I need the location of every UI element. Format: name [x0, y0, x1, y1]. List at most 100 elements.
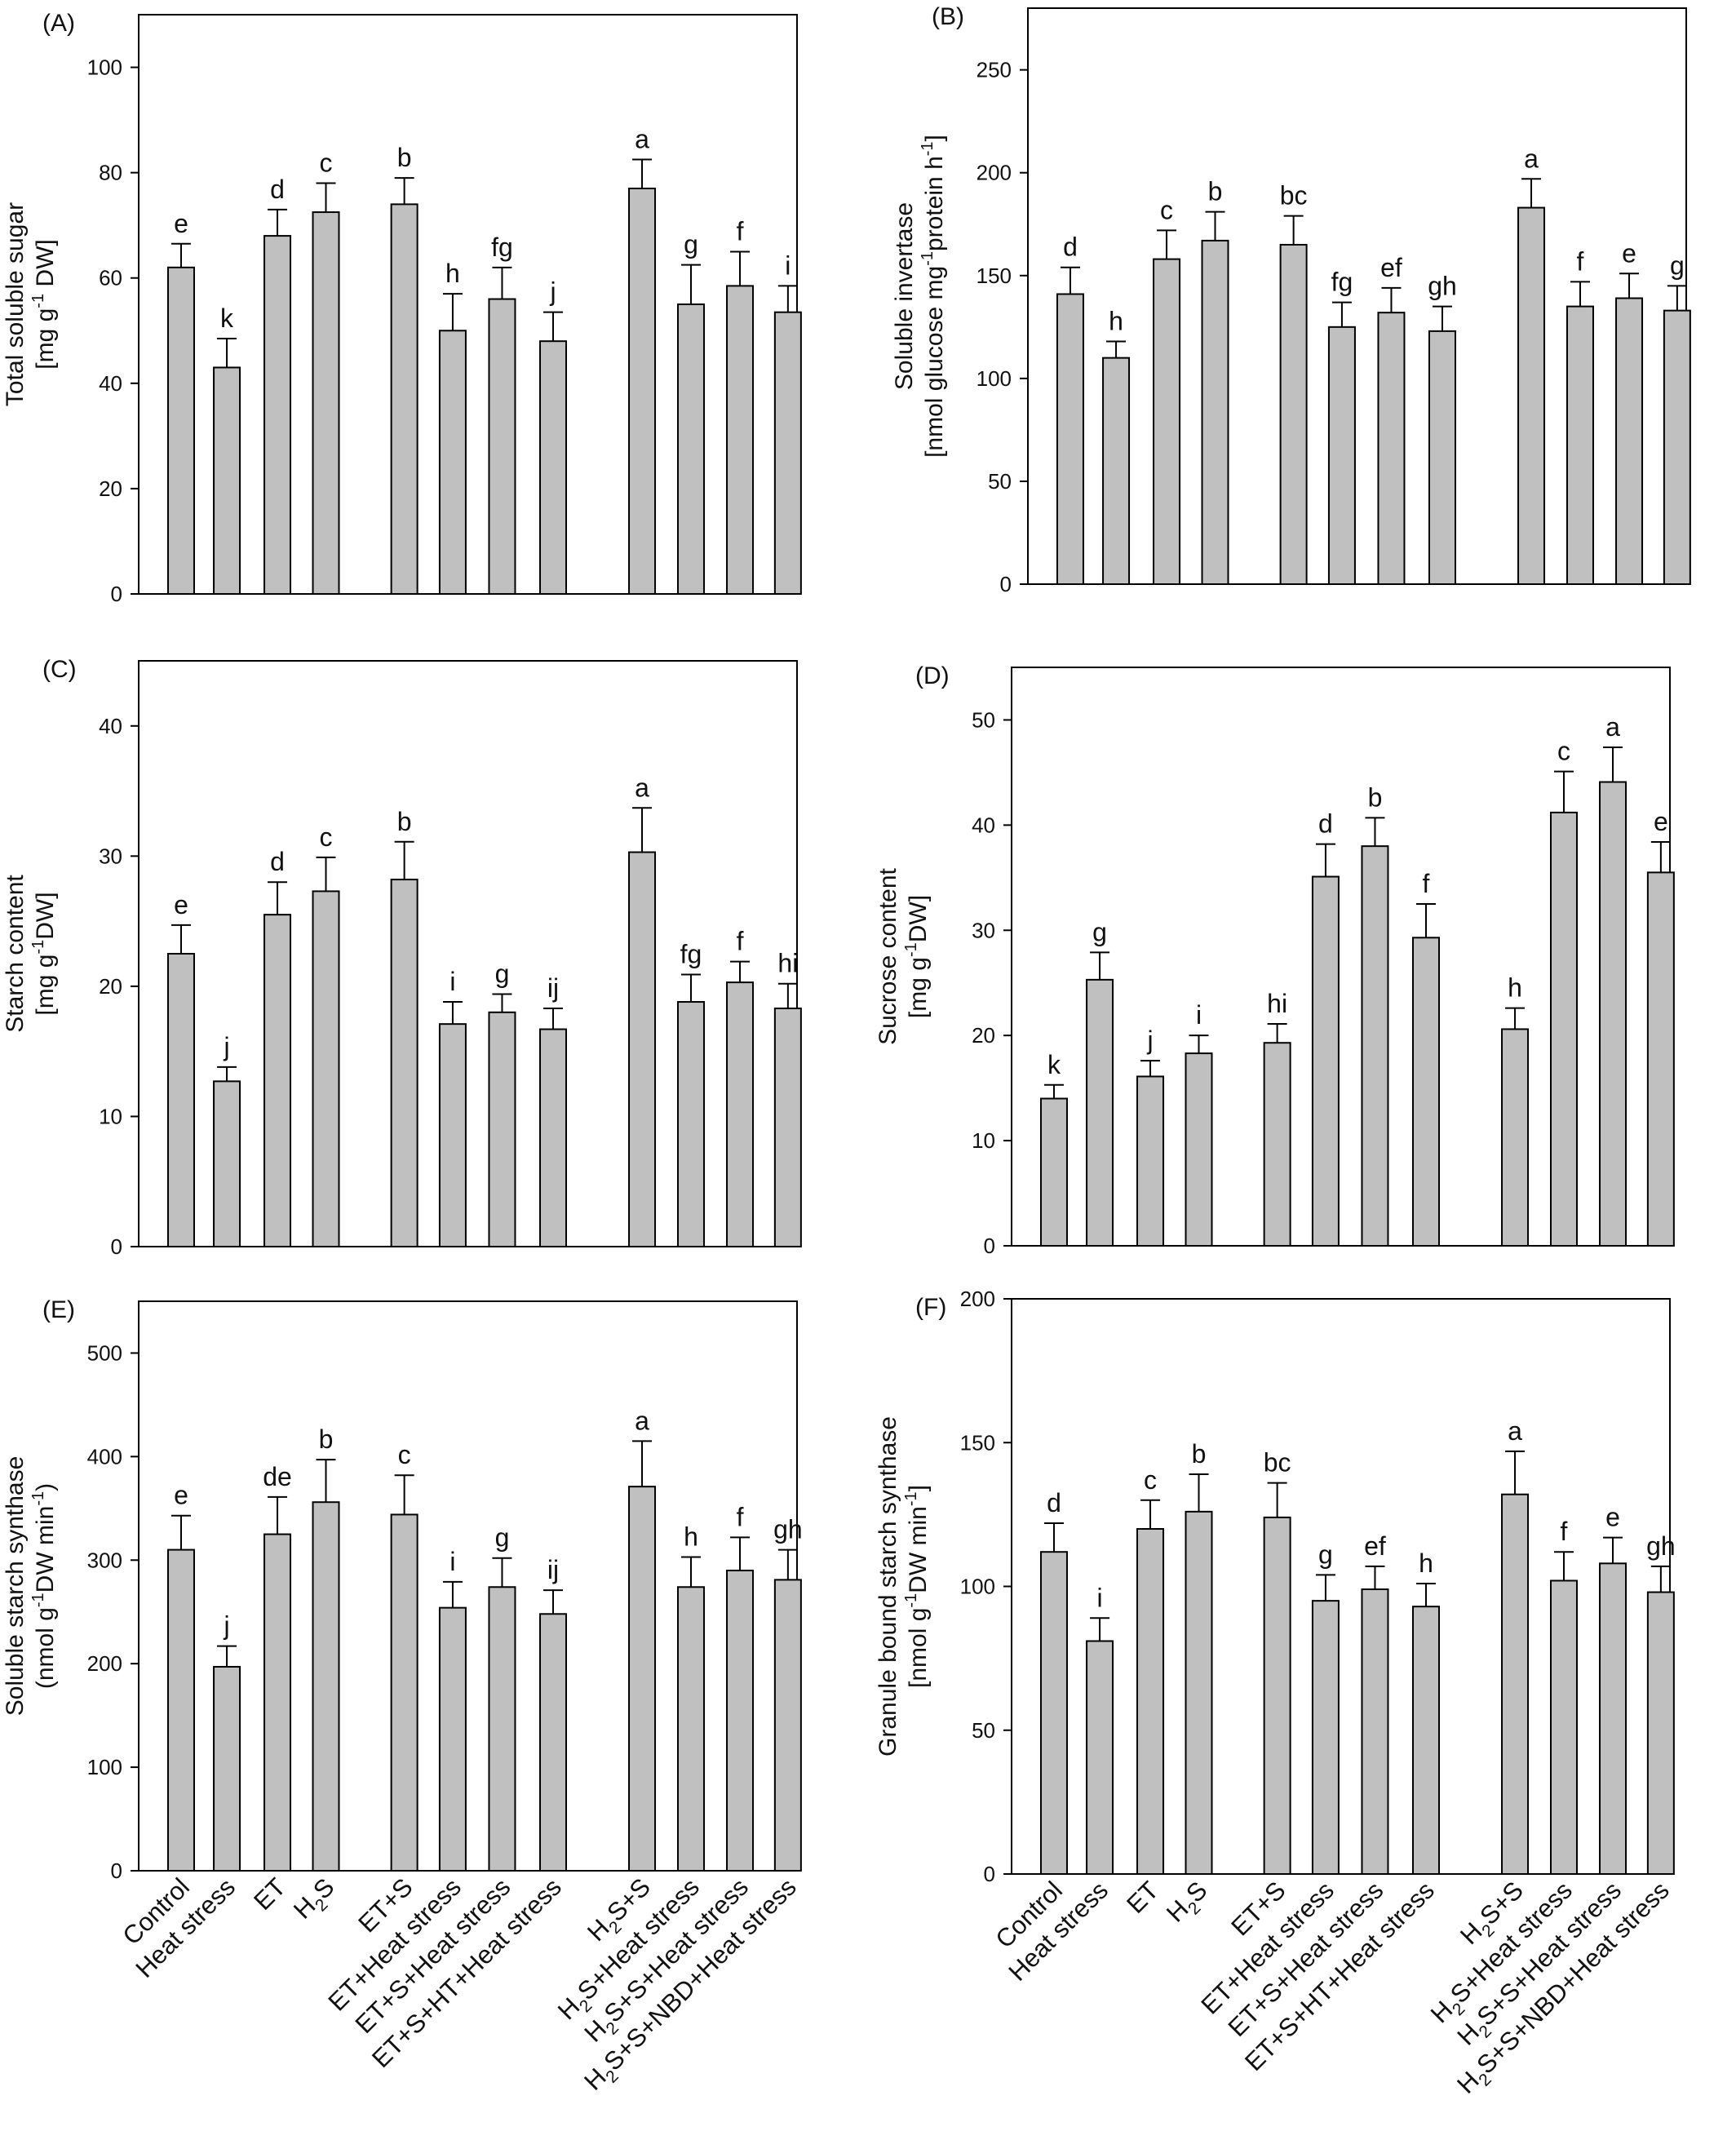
chart-panel-3: 0 10 20 30 40 (C) Starch content [mg g-1DW] e j d c…	[2, 656, 802, 1259]
bar-6	[438, 330, 467, 595]
bar-9	[628, 1486, 657, 1872]
bar-3	[1136, 1528, 1165, 1875]
significance-letter: h	[684, 1522, 698, 1551]
significance-letter: f	[737, 927, 744, 956]
chart-panel-4: 0 10 20 30 40 50 (D) Sucrose content [mg g-1DW] k…	[875, 662, 1675, 1258]
significance-letter: e	[1654, 807, 1668, 836]
significance-letter: f	[1577, 246, 1584, 276]
significance-letter: c	[320, 148, 333, 178]
significance-letter: fg	[1331, 268, 1353, 297]
significance-letter: a	[1524, 144, 1539, 173]
y-tick-label: 50	[972, 1718, 995, 1743]
bar-3	[264, 914, 292, 1247]
y-tick-label: 300	[87, 1548, 122, 1572]
panel-label: (E)	[42, 1296, 75, 1323]
bar-4	[1185, 1052, 1213, 1247]
y-axis-label-line-2: [nmol glucose mg-1protein h-1]	[919, 135, 948, 458]
significance-letter: i	[450, 1547, 455, 1576]
bar-5	[1263, 1042, 1291, 1247]
bar-1	[1039, 1551, 1068, 1875]
bar-9	[1501, 1493, 1530, 1875]
significance-letter: bc	[1280, 181, 1308, 210]
significance-letter: b	[1192, 1439, 1207, 1469]
y-tick-label: 200	[976, 161, 1012, 185]
y-tick-label: 250	[976, 58, 1012, 82]
y-tick-label: 100	[87, 55, 122, 80]
bar-6	[1327, 326, 1356, 585]
bar-3	[264, 235, 292, 595]
category-label: H2S	[1161, 1876, 1216, 1931]
bar-9	[1517, 206, 1546, 585]
bar-7	[488, 1586, 516, 1872]
bar-6	[1311, 1600, 1340, 1875]
bar-5	[1279, 243, 1308, 585]
bar-3	[1153, 258, 1181, 585]
significance-letter: c	[320, 822, 333, 852]
category-label: ET	[248, 1872, 291, 1916]
y-axis-label-line-1: Starch content	[2, 875, 29, 1033]
significance-letter: fg	[491, 233, 513, 262]
chart-panel-5: 0 100 200 300 400 500 (E) Soluble starch syntha…	[2, 1296, 803, 2096]
bar-6	[438, 1606, 467, 1872]
bar-8	[539, 340, 568, 595]
significance-letter: c	[1144, 1465, 1157, 1495]
significance-letter: a	[1605, 712, 1620, 742]
bar-1	[166, 953, 195, 1247]
significance-letter: a	[635, 1406, 649, 1435]
bar-1	[166, 266, 195, 595]
significance-letter: ef	[1380, 253, 1402, 282]
significance-letter: b	[397, 143, 412, 172]
y-tick-label: 500	[87, 1340, 122, 1365]
bar-7	[1361, 845, 1389, 1247]
y-tick-label: 50	[972, 707, 995, 732]
bar-2	[213, 1080, 241, 1248]
y-tick-label: 0	[984, 1862, 995, 1886]
bar-8	[1412, 937, 1441, 1247]
significance-letter: bc	[1264, 1448, 1291, 1478]
significance-letter: c	[1160, 195, 1173, 224]
significance-letter: e	[174, 890, 188, 919]
y-tick-label: 50	[988, 469, 1012, 494]
bar-1	[1056, 293, 1084, 585]
significance-letter: k	[1047, 1050, 1061, 1079]
significance-letter: ij	[547, 1555, 559, 1584]
bar-1	[1039, 1097, 1068, 1247]
bar-7	[488, 298, 516, 595]
y-tick-label: 0	[111, 582, 122, 606]
y-axis-label-line-1: Sucrose content	[875, 867, 901, 1044]
significance-letter: h	[1508, 973, 1522, 1003]
significance-letter: e	[174, 209, 188, 238]
significance-letter: i	[1097, 1583, 1103, 1612]
y-tick-label: 10	[972, 1128, 995, 1153]
y-tick-label: 40	[99, 371, 122, 396]
significance-letter: d	[1318, 809, 1333, 839]
bar-2	[213, 366, 241, 595]
y-axis-label-line-1: Granule bound starch synthase	[875, 1416, 901, 1757]
chart-panel-2: 0 50 100 150 200 250 (B) Soluble invertase [nmol…	[891, 3, 1691, 596]
significance-letter: c	[1557, 737, 1570, 766]
significance-letter: b	[397, 807, 412, 836]
bar-8	[1428, 330, 1457, 585]
y-tick-label: 40	[99, 714, 122, 738]
bar-10	[676, 1001, 705, 1247]
bar-2	[1086, 978, 1114, 1247]
y-axis-label-line-2: [mg g-1DW]	[29, 892, 59, 1015]
bar-10	[1566, 305, 1594, 585]
significance-letter: j	[224, 1611, 230, 1641]
bar-2	[213, 1665, 241, 1872]
bar-7	[1377, 312, 1406, 585]
bar-5	[390, 879, 418, 1247]
significance-letter: b	[1208, 177, 1223, 206]
significance-letter: a	[635, 773, 649, 802]
bar-11	[726, 981, 755, 1247]
significance-letter: j	[224, 1032, 230, 1061]
y-axis-label-line-2: [mg g-1DW]	[902, 895, 932, 1018]
y-tick-label: 100	[960, 1575, 995, 1599]
significance-letter: a	[635, 125, 649, 154]
significance-letter: d	[270, 175, 285, 204]
bar-4	[1185, 1510, 1213, 1875]
significance-letter: e	[1605, 1503, 1620, 1532]
y-tick-label: 20	[99, 476, 122, 501]
y-tick-label: 10	[99, 1104, 122, 1128]
